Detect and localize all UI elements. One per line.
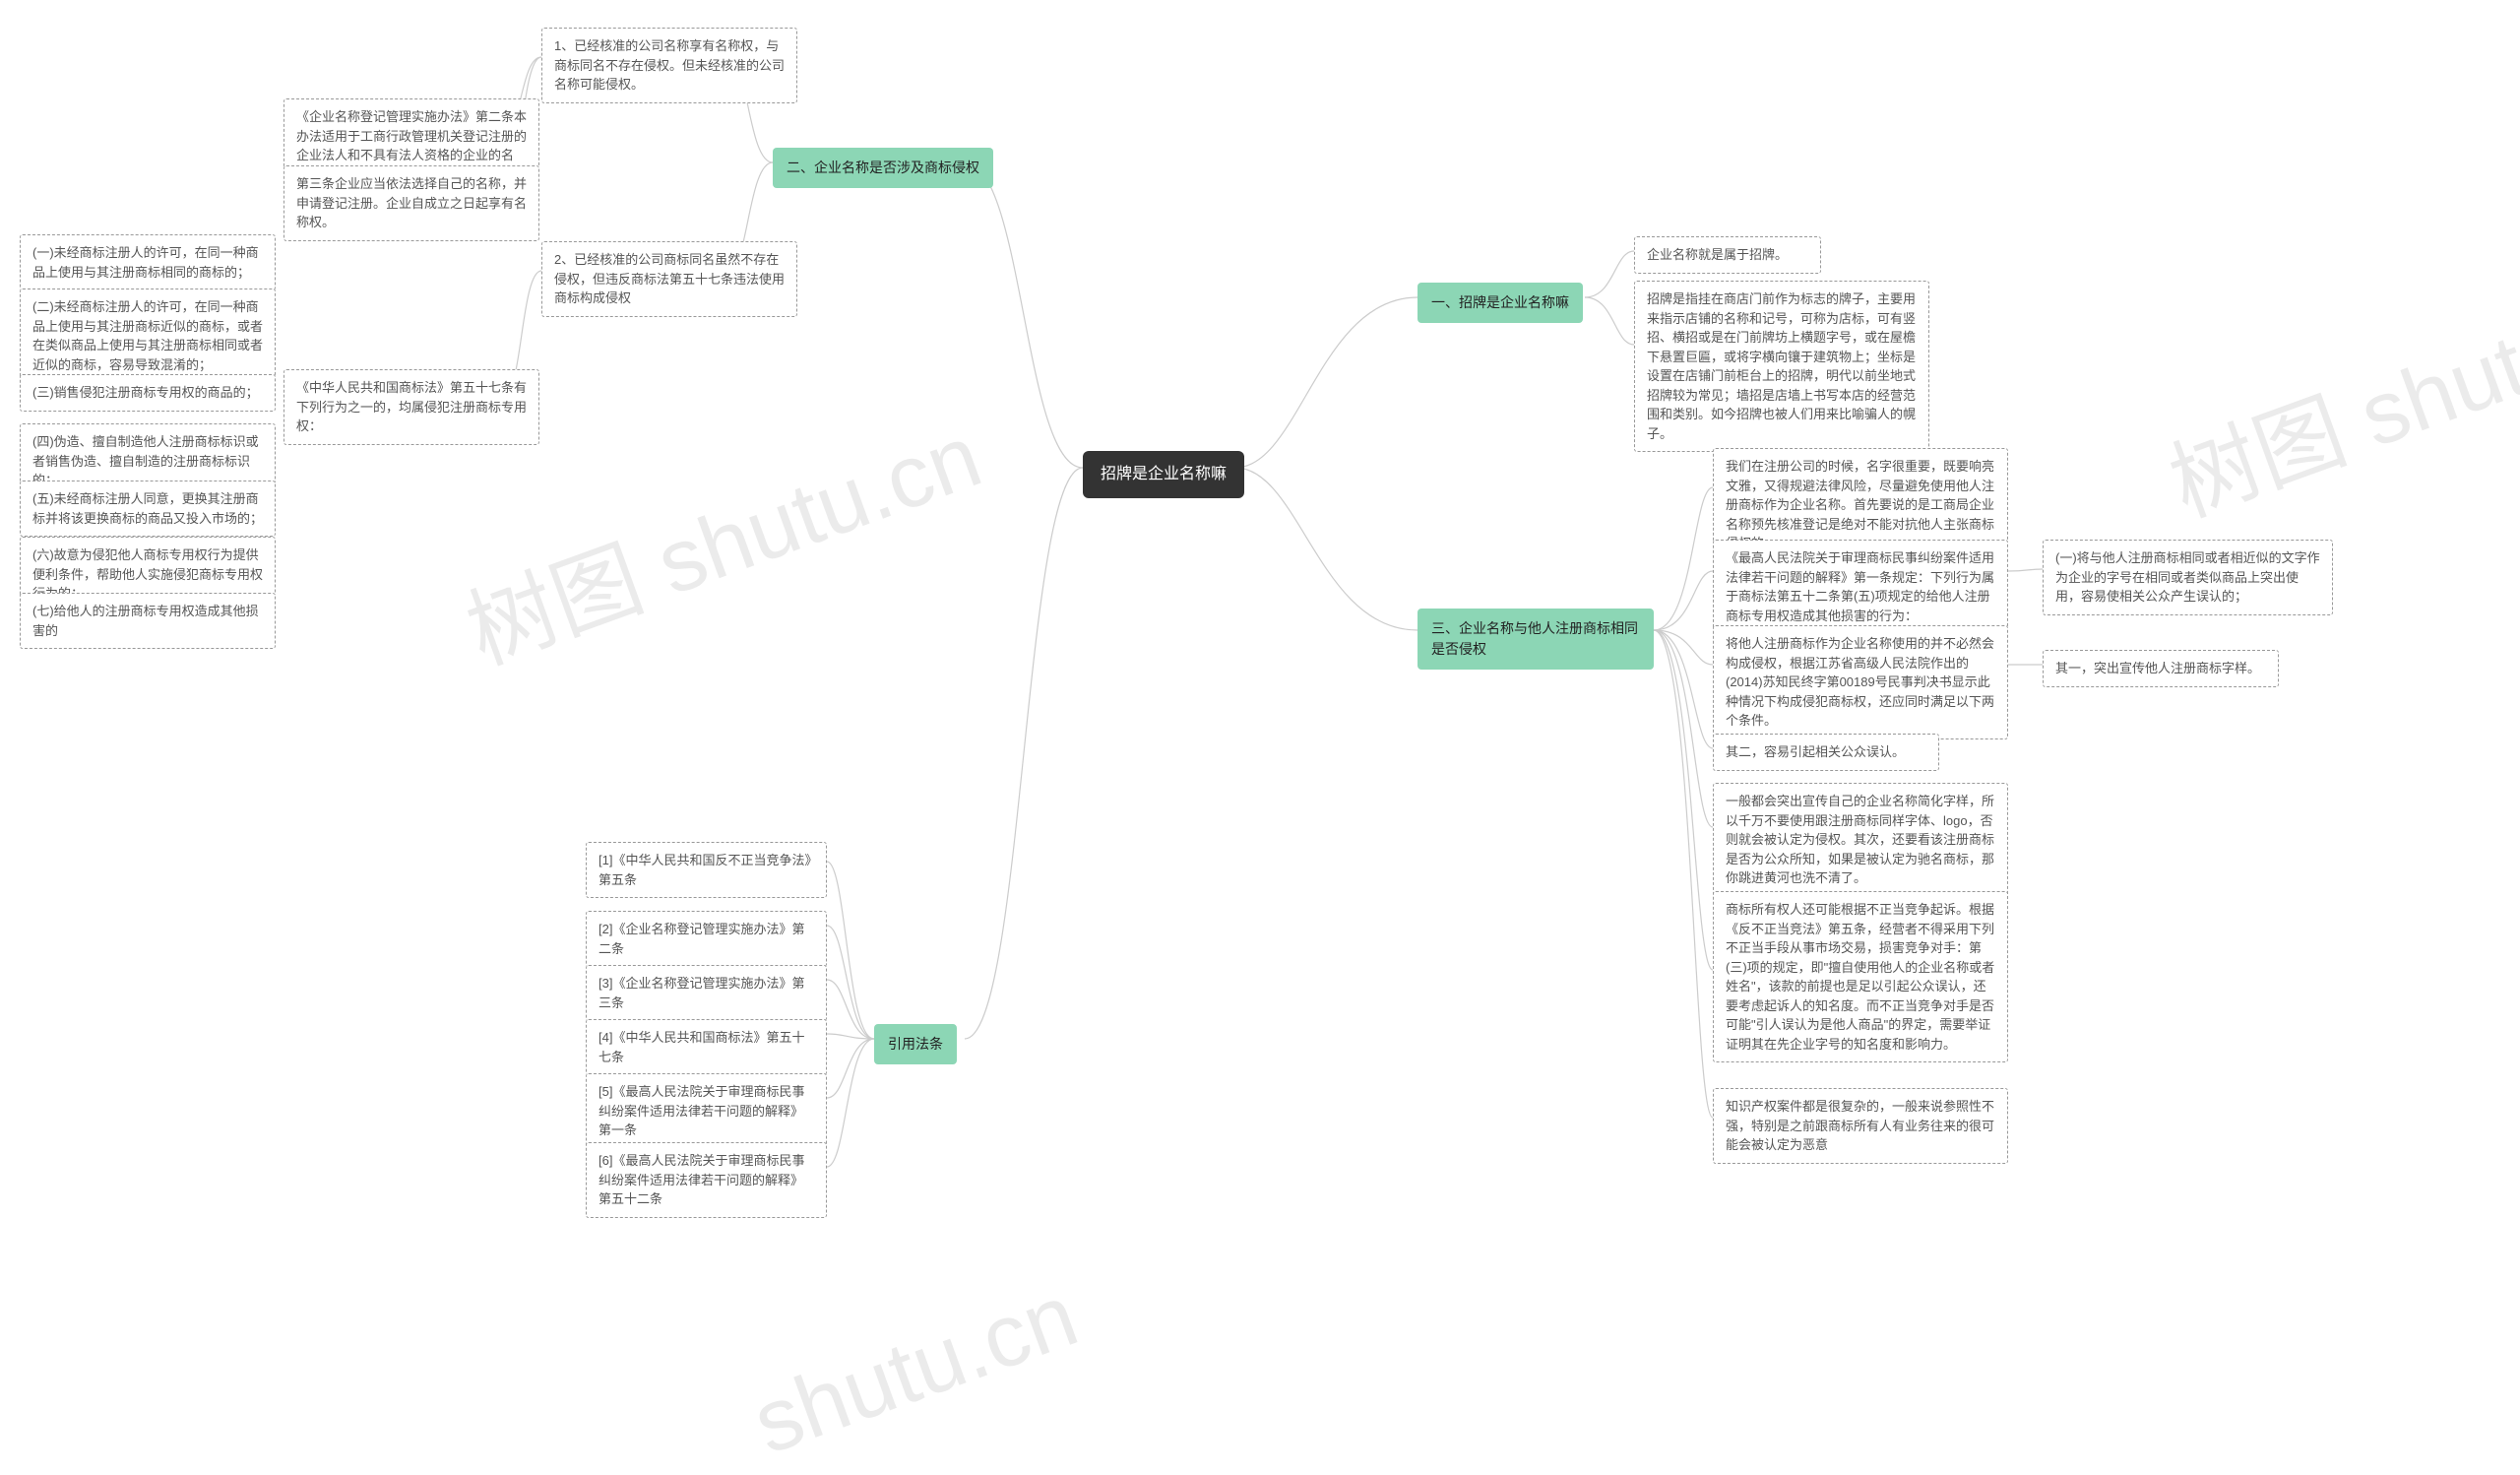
- leaf-ref-c2: [2]《企业名称登记管理实施办法》第二条: [586, 911, 827, 967]
- leaf-b2-c2: 2、已经核准的公司商标同名虽然不存在侵权，但违反商标法第五十七条违法使用商标构成…: [541, 241, 797, 317]
- leaf-b2-c2-s1-1: (一)未经商标注册人的许可，在同一种商品上使用与其注册商标相同的商标的；: [20, 234, 276, 290]
- leaf-ref-c6: [6]《最高人民法院关于审理商标民事纠纷案件适用法律若干问题的解释》第五十二条: [586, 1142, 827, 1218]
- leaf-b2-c1-s2: 第三条企业应当依法选择自己的名称，并申请登记注册。企业自成立之日起享有名称权。: [284, 165, 539, 241]
- branch-3: 三、企业名称与他人注册商标相同是否侵权: [1418, 609, 1654, 670]
- leaf-ref-c4: [4]《中华人民共和国商标法》第五十七条: [586, 1019, 827, 1075]
- leaf-b2-c2-s1: 《中华人民共和国商标法》第五十七条有下列行为之一的，均属侵犯注册商标专用权：: [284, 369, 539, 445]
- leaf-b3-c5: 一般都会突出宣传自己的企业名称简化字样，所以千万不要使用跟注册商标同样字体、lo…: [1713, 783, 2008, 897]
- connector-lines: [335, 0, 2520, 1436]
- branch-2: 二、企业名称是否涉及商标侵权: [773, 148, 993, 188]
- leaf-b3-c6: 商标所有权人还可能根据不正当竞争起诉。根据《反不正当竞法》第五条，经营者不得采用…: [1713, 891, 2008, 1062]
- leaf-b3-c3: 将他人注册商标作为企业名称使用的并不必然会构成侵权，根据江苏省高级人民法院作出的…: [1713, 625, 2008, 739]
- leaf-b3-c2: 《最高人民法院关于审理商标民事纠纷案件适用法律若干问题的解释》第一条规定：下列行…: [1713, 540, 2008, 634]
- leaf-b2-c1: 1、已经核准的公司名称享有名称权，与商标同名不存在侵权。但未经核准的公司名称可能…: [541, 28, 797, 103]
- leaf-b3-c7: 知识产权案件都是很复杂的，一般来说参照性不强，特别是之前跟商标所有人有业务往来的…: [1713, 1088, 2008, 1164]
- leaf-b2-c2-s1-7: (七)给他人的注册商标专用权造成其他损害的: [20, 593, 276, 649]
- root-node: 招牌是企业名称嘛: [1083, 451, 1244, 498]
- leaf-b1-c1: 企业名称就是属于招牌。: [1634, 236, 1821, 274]
- branch-1: 一、招牌是企业名称嘛: [1418, 283, 1583, 323]
- watermark: 树图 shutu.cn: [2150, 237, 2520, 542]
- leaf-b2-c2-s1-5: (五)未经商标注册人同意，更换其注册商标并将该更换商标的商品又投入市场的；: [20, 481, 276, 537]
- leaf-ref-c1: [1]《中华人民共和国反不正当竞争法》第五条: [586, 842, 827, 898]
- branch-references: 引用法条: [874, 1024, 957, 1064]
- leaf-b3-c4: 其二，容易引起相关公众误认。: [1713, 734, 1939, 771]
- watermark: shutu.cn: [741, 1265, 1091, 1475]
- leaf-b2-c2-s1-2: (二)未经商标注册人的许可，在同一种商品上使用与其注册商标近似的商标，或者在类似…: [20, 289, 276, 383]
- leaf-ref-c5: [5]《最高人民法院关于审理商标民事纠纷案件适用法律若干问题的解释》第一条: [586, 1073, 827, 1149]
- leaf-b2-c2-s1-3: (三)销售侵犯注册商标专用权的商品的；: [20, 374, 276, 412]
- leaf-b3-c3-s1: 其一，突出宣传他人注册商标字样。: [2043, 650, 2279, 687]
- leaf-b1-c2: 招牌是指挂在商店门前作为标志的牌子，主要用来指示店铺的名称和记号，可称为店标，可…: [1634, 281, 1929, 452]
- leaf-ref-c3: [3]《企业名称登记管理实施办法》第三条: [586, 965, 827, 1021]
- leaf-b3-c2-s1: (一)将与他人注册商标相同或者相近似的文字作为企业的字号在相同或者类似商品上突出…: [2043, 540, 2333, 615]
